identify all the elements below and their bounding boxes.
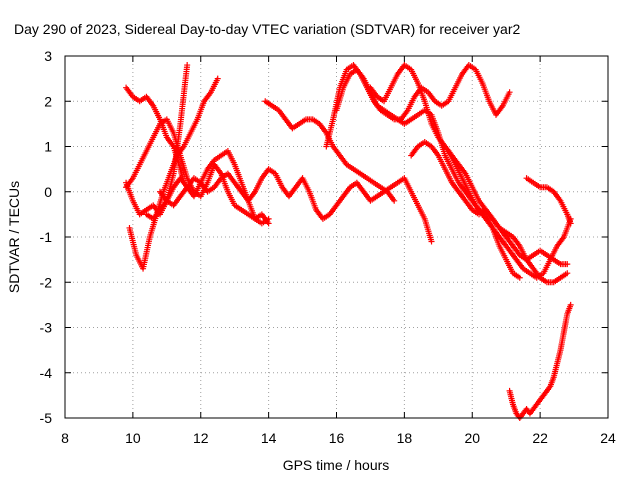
y-tick-label: -3 — [40, 320, 53, 336]
x-axis-label: GPS time / hours — [283, 457, 390, 473]
x-tick-label: 18 — [397, 430, 413, 446]
x-tick-label: 24 — [600, 430, 616, 446]
y-axis-label: SDTVAR / TECUs — [6, 181, 22, 293]
x-tick-label: 8 — [61, 430, 69, 446]
y-tick-label: -4 — [40, 365, 53, 381]
data-point — [214, 75, 221, 82]
x-tick-label: 20 — [464, 430, 480, 446]
y-tick-label: -2 — [40, 274, 53, 290]
data-point — [564, 270, 571, 277]
data-point — [506, 89, 513, 96]
data-point — [184, 62, 191, 69]
grid-layer — [65, 56, 608, 418]
x-tick-label: 14 — [261, 430, 277, 446]
data-point — [428, 238, 435, 245]
y-tick-label: -1 — [40, 229, 53, 245]
data-point — [567, 220, 574, 227]
series-arc-14 — [506, 301, 574, 421]
data-point — [391, 197, 398, 204]
y-tick-label: -5 — [40, 410, 53, 426]
x-tick-label: 10 — [125, 430, 141, 446]
series-arc-6 — [157, 166, 435, 245]
data-point — [265, 215, 272, 222]
series-arc-12 — [445, 148, 574, 281]
data-point — [516, 274, 523, 281]
series-arc-11 — [408, 138, 571, 268]
y-tick-label: 1 — [44, 139, 52, 155]
series-arc-7 — [262, 98, 398, 204]
x-tick-label: 12 — [193, 430, 209, 446]
data-layer — [123, 62, 574, 421]
plot-frame — [64, 55, 609, 419]
data-point — [567, 301, 574, 308]
data-point — [564, 261, 571, 268]
series-arc-13 — [523, 175, 574, 227]
y-tick-label: 2 — [44, 93, 52, 109]
x-tick-label: 22 — [532, 430, 548, 446]
y-tick-label: 0 — [44, 184, 52, 200]
y-tick-label: 3 — [44, 48, 52, 64]
chart-title: Day 290 of 2023, Sidereal Day-to-day VTE… — [14, 21, 520, 37]
x-tick-label: 16 — [329, 430, 345, 446]
